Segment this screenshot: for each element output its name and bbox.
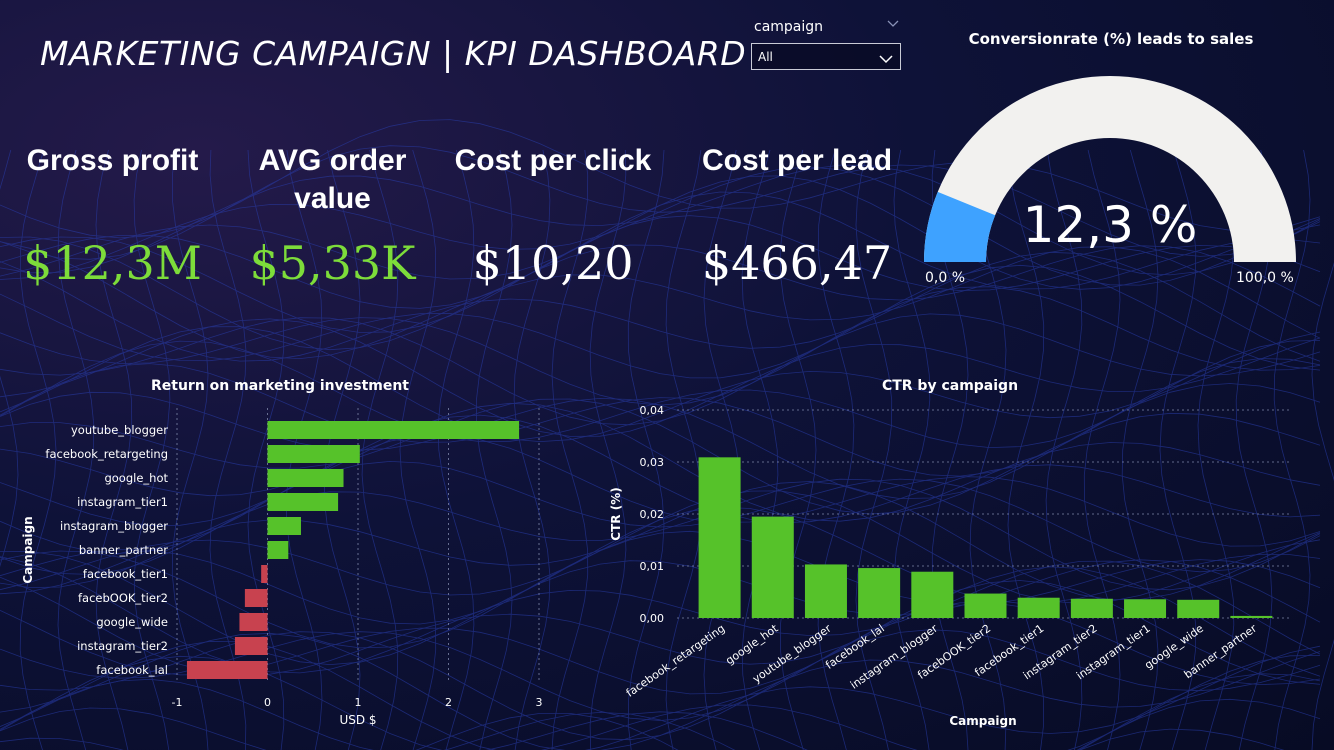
kpi-label: Cost per click	[454, 144, 652, 177]
ctr-chart-title: CTR by campaign	[881, 378, 1019, 394]
ctr-x-axis-title: Campaign	[949, 714, 1016, 728]
romi-bar	[261, 565, 268, 583]
romi-category-label: google_wide	[96, 615, 168, 629]
romi-x-tick: 2	[445, 696, 452, 709]
romi-bar	[186, 661, 268, 679]
kpi-value: $5,33K	[249, 236, 416, 290]
kpi-label: Gross profit	[26, 144, 199, 177]
ctr-chart: 0,00 0,01 0,02 0,03 0,04 facebook_retargeting…	[609, 404, 1290, 728]
ctr-bar	[911, 571, 954, 618]
kpi-label-line1: AVG order	[258, 144, 407, 177]
chevron-down-icon	[878, 50, 894, 69]
ctr-bar	[1124, 599, 1167, 618]
romi-category-label: google_hot	[104, 471, 168, 485]
slicer-label: campaign	[754, 19, 824, 35]
romi-bar	[267, 445, 360, 463]
ctr-y-tick: 0,01	[640, 560, 665, 573]
ctr-bar	[1230, 615, 1273, 618]
ctr-bar	[1070, 598, 1113, 618]
romi-x-tick: 3	[536, 696, 543, 709]
romi-x-tick: -1	[172, 696, 183, 709]
romi-x-tick: 0	[264, 696, 271, 709]
romi-category-label: instagram_tier2	[77, 639, 168, 653]
romi-category-label: facebOOK_tier2	[78, 591, 168, 605]
romi-bar	[267, 493, 339, 511]
gauge-fill	[924, 191, 996, 262]
romi-category-label: banner_partner	[79, 543, 168, 557]
gauge-track	[924, 76, 1296, 262]
ctr-bar	[858, 568, 901, 618]
romi-bar	[267, 469, 344, 487]
romi-x-tick: 1	[355, 696, 362, 709]
ctr-bar	[751, 516, 794, 618]
campaign-dropdown-value: All	[758, 50, 773, 64]
gauge-title: Conversionrate (%) leads to sales	[968, 30, 1254, 48]
ctr-bar	[1177, 599, 1220, 618]
romi-bar	[267, 517, 301, 535]
romi-bar	[234, 637, 268, 655]
kpi-cost-per-lead: Cost per lead $466,47	[686, 142, 908, 290]
kpi-avg-order-value: AVG order value $5,33K	[230, 142, 435, 290]
gauge-min-label: 0,0 %	[925, 270, 966, 286]
romi-category-label: youtube_blogger	[71, 423, 168, 437]
dashboard-title: MARKETING CAMPAIGN | KPI DASHBOARD	[40, 34, 747, 73]
romi-category-label: facebook_lal	[96, 663, 168, 677]
gauge-max-label: 100,0 %	[1236, 270, 1294, 286]
kpi-cost-per-click: Cost per click $10,20	[442, 142, 664, 290]
ctr-y-tick: 0,03	[640, 456, 665, 469]
kpi-value: $466,47	[701, 236, 893, 290]
romi-x-axis-title: USD $	[339, 713, 376, 727]
gauge-value: 12,3 %	[1022, 196, 1198, 254]
romi-y-axis-title: Campaign	[21, 516, 35, 583]
kpi-gross-profit: Gross profit $12,3M	[10, 142, 215, 290]
slicer-header-chevron-icon[interactable]	[886, 17, 900, 33]
romi-chart: -1 0 1 2 3 youtube_blogger facebook_retargetin…	[21, 408, 543, 727]
kpi-value: $10,20	[472, 236, 634, 290]
romi-category-label: instagram_blogger	[60, 519, 168, 533]
romi-bar	[267, 541, 289, 559]
romi-category-label: facebook_retargeting	[45, 447, 168, 461]
ctr-y-tick: 0,04	[640, 404, 665, 417]
ctr-bar	[698, 457, 741, 618]
ctr-y-tick: 0,00	[640, 612, 665, 625]
kpi-value: $12,3M	[23, 236, 202, 290]
kpi-label-line2: value	[294, 182, 371, 215]
ctr-bar	[1017, 597, 1060, 618]
ctr-y-tick: 0,02	[640, 508, 665, 521]
romi-bar	[239, 613, 268, 631]
ctr-category-label: instagram_blogger	[848, 622, 940, 692]
romi-bar	[267, 421, 520, 439]
ctr-y-axis-title: CTR (%)	[609, 487, 623, 540]
campaign-dropdown[interactable]: All	[751, 43, 901, 70]
conversion-gauge	[924, 76, 1296, 262]
ctr-category-label: facebook_retargeting	[624, 622, 728, 700]
ctr-bar	[804, 564, 847, 618]
romi-bar	[244, 589, 268, 607]
romi-category-label: facebook_tier1	[83, 567, 168, 581]
romi-category-label: instagram_tier1	[77, 495, 168, 509]
romi-chart-title: Return on marketing investment	[150, 378, 409, 394]
ctr-bar	[964, 593, 1007, 618]
kpi-label: Cost per lead	[701, 144, 893, 177]
